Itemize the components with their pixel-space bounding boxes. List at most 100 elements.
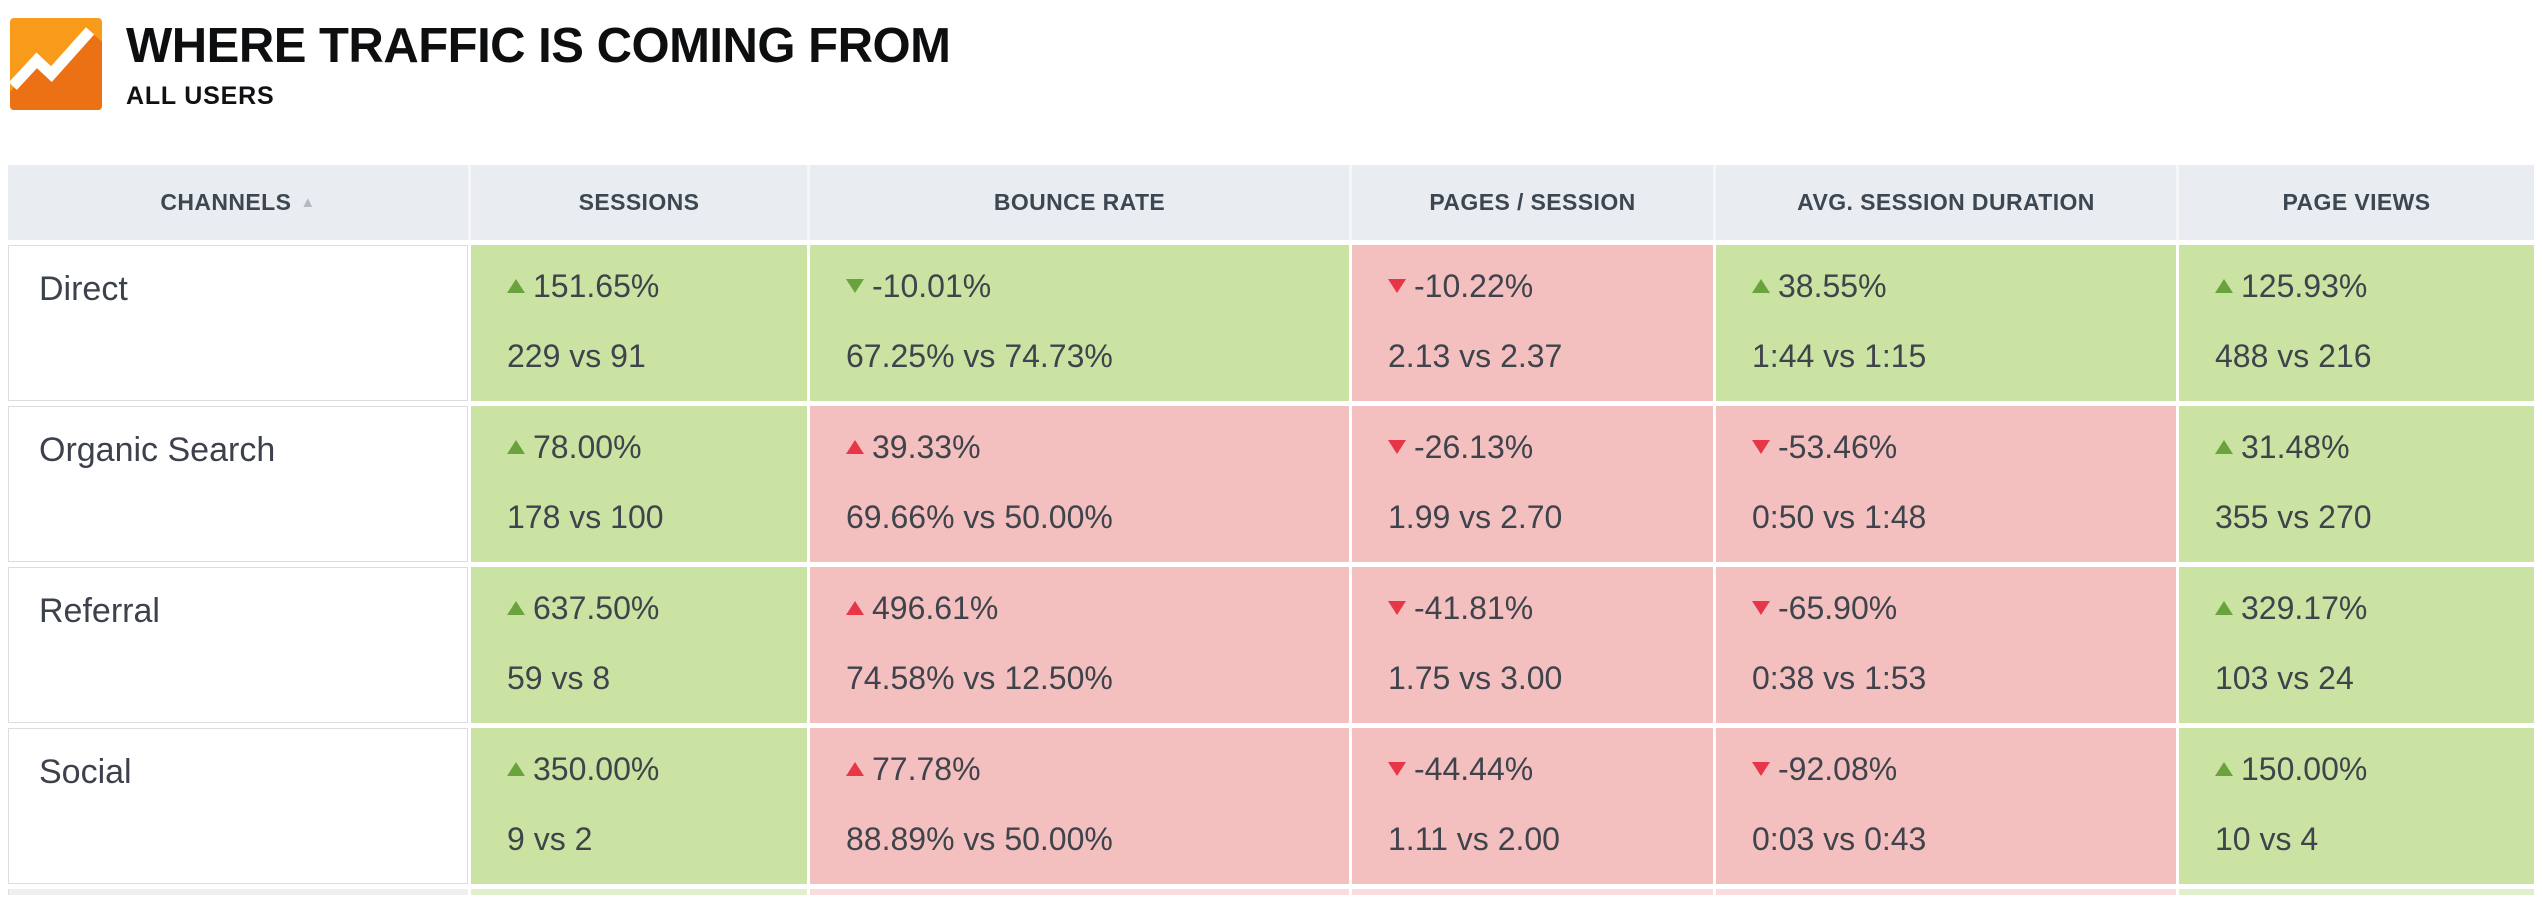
change-percent: -53.46% — [1778, 429, 1898, 465]
comparison-value: 1:44 vs 1:15 — [1752, 338, 1927, 374]
trend-arrow-icon — [1388, 279, 1406, 293]
comparison-value: 74.58% vs 12.50% — [846, 660, 1113, 696]
change-percent: 150.00% — [2241, 751, 2368, 787]
change-percent: -26.13% — [1414, 429, 1534, 465]
change-percent: 125.93% — [2241, 268, 2368, 304]
trend-arrow-icon — [2215, 762, 2233, 776]
partial-cell — [1713, 889, 2176, 895]
change-percent: 329.17% — [2241, 590, 2368, 626]
channel-name-cell: Direct — [8, 245, 468, 401]
trend-arrow-icon — [846, 601, 864, 615]
widget-header: WHERE TRAFFIC IS COMING FROM ALL USERS — [10, 18, 951, 111]
trend-arrow-icon — [507, 279, 525, 293]
comparison-value: 0:38 vs 1:53 — [1752, 660, 1927, 696]
metric-cell-avg-session-duration: -53.46% 0:50 vs 1:48 — [1713, 406, 2176, 562]
trend-arrow-icon — [1388, 601, 1406, 615]
metric-cell-sessions: 151.65% 229 vs 91 — [468, 245, 807, 401]
metric-cell-bounce-rate: 496.61% 74.58% vs 12.50% — [807, 567, 1349, 723]
change-percent: 77.78% — [872, 751, 981, 787]
channel-name-cell: Organic Search — [8, 406, 468, 562]
partial-cell — [807, 889, 1349, 895]
table-row: Referral 637.50% 59 vs 8 496.61% 74.58% … — [8, 567, 2534, 723]
trend-arrow-icon — [846, 762, 864, 776]
partial-cell — [468, 889, 807, 895]
column-header-label: PAGE VIEWS — [2282, 189, 2431, 215]
partial-cell — [8, 889, 468, 895]
metric-cell-pages-session: -26.13% 1.99 vs 2.70 — [1349, 406, 1713, 562]
metric-cell-page-views: 31.48% 355 vs 270 — [2176, 406, 2534, 562]
trend-arrow-icon — [1752, 762, 1770, 776]
metric-cell-pages-session: -10.22% 2.13 vs 2.37 — [1349, 245, 1713, 401]
change-percent: -92.08% — [1778, 751, 1898, 787]
comparison-value: 69.66% vs 50.00% — [846, 499, 1113, 535]
change-percent: 39.33% — [872, 429, 981, 465]
metric-cell-sessions: 78.00% 178 vs 100 — [468, 406, 807, 562]
metric-cell-sessions: 350.00% 9 vs 2 — [468, 728, 807, 884]
table-row: Organic Search 78.00% 178 vs 100 39.33% … — [8, 406, 2534, 562]
trend-arrow-icon — [2215, 440, 2233, 454]
column-header-sessions[interactable]: SESSIONS — [468, 165, 807, 240]
metric-cell-bounce-rate: 77.78% 88.89% vs 50.00% — [807, 728, 1349, 884]
metric-cell-page-views: 150.00% 10 vs 4 — [2176, 728, 2534, 884]
trend-arrow-icon — [2215, 601, 2233, 615]
comparison-value: 67.25% vs 74.73% — [846, 338, 1113, 374]
change-percent: 31.48% — [2241, 429, 2350, 465]
column-header-channels[interactable]: CHANNELS ▲ — [8, 165, 468, 240]
change-percent: 38.55% — [1778, 268, 1887, 304]
partial-next-row — [8, 889, 2534, 895]
change-percent: -44.44% — [1414, 751, 1534, 787]
metric-cell-page-views: 329.17% 103 vs 24 — [2176, 567, 2534, 723]
column-header-page-views[interactable]: PAGE VIEWS — [2176, 165, 2534, 240]
trend-arrow-icon — [1752, 279, 1770, 293]
trend-arrow-icon — [1752, 440, 1770, 454]
change-percent: -10.01% — [872, 268, 992, 304]
trend-arrow-icon — [1388, 440, 1406, 454]
column-header-label: CHANNELS — [160, 189, 292, 215]
column-header-bounce-rate[interactable]: BOUNCE RATE — [807, 165, 1349, 240]
metric-cell-avg-session-duration: 38.55% 1:44 vs 1:15 — [1713, 245, 2176, 401]
analytics-logo-icon — [10, 18, 102, 110]
metric-cell-avg-session-duration: -92.08% 0:03 vs 0:43 — [1713, 728, 2176, 884]
trend-arrow-icon — [507, 440, 525, 454]
table-row: Social 350.00% 9 vs 2 77.78% 88.89% vs 5… — [8, 728, 2534, 884]
comparison-value: 1.99 vs 2.70 — [1388, 499, 1563, 535]
comparison-value: 0:03 vs 0:43 — [1752, 821, 1927, 857]
comparison-value: 1.75 vs 3.00 — [1388, 660, 1563, 696]
trend-arrow-icon — [507, 601, 525, 615]
comparison-value: 103 vs 24 — [2215, 660, 2354, 696]
column-header-label: BOUNCE RATE — [993, 189, 1166, 215]
sort-asc-icon: ▲ — [300, 194, 316, 211]
trend-arrow-icon — [846, 440, 864, 454]
partial-cell — [1349, 889, 1713, 895]
trend-arrow-icon — [1752, 601, 1770, 615]
metric-cell-pages-session: -41.81% 1.75 vs 3.00 — [1349, 567, 1713, 723]
column-header-pages-session[interactable]: PAGES / SESSION — [1349, 165, 1713, 240]
table-row: Direct 151.65% 229 vs 91 -10.01% 67.25% … — [8, 245, 2534, 401]
change-percent: 350.00% — [533, 751, 660, 787]
column-header-avg-session-duration[interactable]: AVG. SESSION DURATION — [1713, 165, 2176, 240]
trend-arrow-icon — [1388, 762, 1406, 776]
change-percent: -41.81% — [1414, 590, 1534, 626]
metric-cell-bounce-rate: 39.33% 69.66% vs 50.00% — [807, 406, 1349, 562]
column-header-label: AVG. SESSION DURATION — [1797, 189, 2095, 215]
column-header-label: PAGES / SESSION — [1429, 189, 1636, 215]
column-header-label: SESSIONS — [578, 189, 700, 215]
page-subtitle: ALL USERS — [126, 82, 275, 110]
change-percent: -10.22% — [1414, 268, 1534, 304]
page-title: WHERE TRAFFIC IS COMING FROM — [126, 19, 951, 73]
change-percent: 78.00% — [533, 429, 642, 465]
comparison-value: 1.11 vs 2.00 — [1388, 821, 1560, 857]
change-percent: 151.65% — [533, 268, 660, 304]
comparison-value: 229 vs 91 — [507, 338, 646, 374]
metric-cell-avg-session-duration: -65.90% 0:38 vs 1:53 — [1713, 567, 2176, 723]
metric-cell-bounce-rate: -10.01% 67.25% vs 74.73% — [807, 245, 1349, 401]
comparison-value: 0:50 vs 1:48 — [1752, 499, 1927, 535]
table-header-row: CHANNELS ▲ SESSIONS BOUNCE RATE PAGES / … — [8, 165, 2534, 240]
comparison-value: 355 vs 270 — [2215, 499, 2372, 535]
channel-name-cell: Referral — [8, 567, 468, 723]
widget-titles: WHERE TRAFFIC IS COMING FROM ALL USERS — [126, 18, 951, 111]
channels-table: CHANNELS ▲ SESSIONS BOUNCE RATE PAGES / … — [8, 165, 2534, 895]
trend-arrow-icon — [846, 279, 864, 293]
comparison-value: 178 vs 100 — [507, 499, 664, 535]
change-percent: 637.50% — [533, 590, 660, 626]
